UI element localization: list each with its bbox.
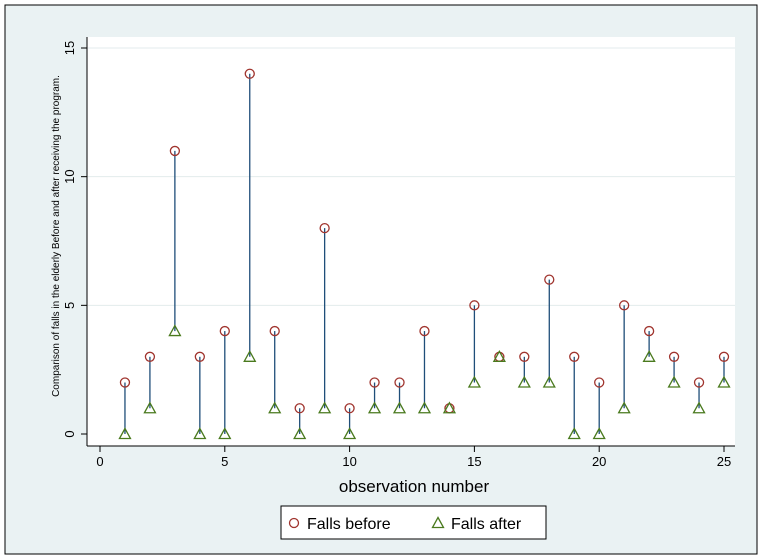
point-falls-after-13 <box>417 401 432 414</box>
point-falls-after-9 <box>318 401 332 414</box>
markers-falls-before <box>119 68 730 414</box>
point-falls-before-23 <box>668 351 680 362</box>
legend-box <box>280 505 547 540</box>
point-falls-after-23 <box>667 375 681 388</box>
point-falls-after-8 <box>293 427 307 440</box>
x-tick-label-10: 10 <box>342 454 356 469</box>
point-falls-before-24 <box>693 377 705 388</box>
legend-label-falls-after: Falls after <box>451 516 522 533</box>
point-falls-before-9 <box>319 222 330 234</box>
x-tick-label-15: 15 <box>467 454 481 469</box>
point-falls-before-13 <box>419 325 430 337</box>
point-falls-after-14 <box>442 401 457 414</box>
point-falls-after-18 <box>542 375 556 388</box>
x-axis-title: observation number <box>339 477 490 496</box>
y-tick-label-15: 15 <box>62 41 77 55</box>
point-falls-before-15 <box>469 300 480 311</box>
point-falls-before-17 <box>519 351 530 362</box>
legend: Falls before Falls after <box>280 505 547 540</box>
point-falls-after-17 <box>517 375 531 388</box>
point-falls-after-5 <box>218 427 232 440</box>
x-tick-label-20: 20 <box>592 454 606 469</box>
point-falls-after-19 <box>567 427 581 440</box>
point-falls-before-8 <box>294 403 305 414</box>
point-falls-after-20 <box>592 427 606 440</box>
point-falls-after-4 <box>193 427 207 440</box>
gridlines <box>87 47 735 306</box>
legend-label-falls-before: Falls before <box>307 516 391 533</box>
x-tick-label-0: 0 <box>96 454 103 469</box>
point-falls-before-5 <box>219 325 230 337</box>
point-falls-before-10 <box>344 403 355 414</box>
x-tick-label-25: 25 <box>717 454 731 469</box>
legend-marker-falls-after <box>431 516 445 529</box>
point-falls-before-1 <box>119 377 131 388</box>
point-falls-after-1 <box>118 427 132 440</box>
point-falls-before-12 <box>394 377 405 388</box>
point-falls-before-3 <box>169 145 181 157</box>
point-falls-after-10 <box>343 427 357 440</box>
point-falls-after-24 <box>692 401 706 414</box>
point-falls-before-20 <box>594 377 605 388</box>
point-falls-before-21 <box>619 300 630 311</box>
point-falls-before-7 <box>269 325 280 337</box>
point-falls-before-2 <box>144 351 156 362</box>
point-falls-after-21 <box>617 401 631 414</box>
markers-falls-after <box>118 324 731 440</box>
x-tick-label-5: 5 <box>221 454 228 469</box>
point-falls-before-19 <box>569 351 580 362</box>
x-ticks: 0 5 10 15 20 25 <box>96 446 731 469</box>
y-tick-label-10: 10 <box>62 169 77 183</box>
y-axis-title: Comparison of falls in the elderly Befor… <box>51 75 62 397</box>
point-falls-after-11 <box>367 401 382 414</box>
point-falls-before-22 <box>643 325 655 337</box>
point-falls-after-7 <box>268 401 282 414</box>
y-ticks: 0 5 10 15 <box>62 41 87 438</box>
point-falls-after-3 <box>168 324 182 337</box>
plot-area <box>87 37 735 446</box>
point-falls-after-12 <box>392 401 407 414</box>
axes <box>86 37 735 447</box>
point-falls-before-25 <box>718 351 730 362</box>
point-falls-after-2 <box>143 401 157 414</box>
y-tick-label-0: 0 <box>62 430 77 437</box>
legend-marker-falls-before <box>288 517 300 529</box>
point-falls-after-6 <box>243 349 257 362</box>
point-falls-after-22 <box>642 349 656 362</box>
y-tick-label-5: 5 <box>62 302 77 309</box>
point-falls-after-16 <box>492 349 506 362</box>
point-falls-after-15 <box>467 375 481 388</box>
point-falls-before-11 <box>369 377 380 388</box>
point-falls-before-6 <box>244 68 255 79</box>
point-falls-after-25 <box>717 375 731 388</box>
point-falls-before-18 <box>544 274 555 285</box>
point-falls-before-4 <box>194 351 205 362</box>
